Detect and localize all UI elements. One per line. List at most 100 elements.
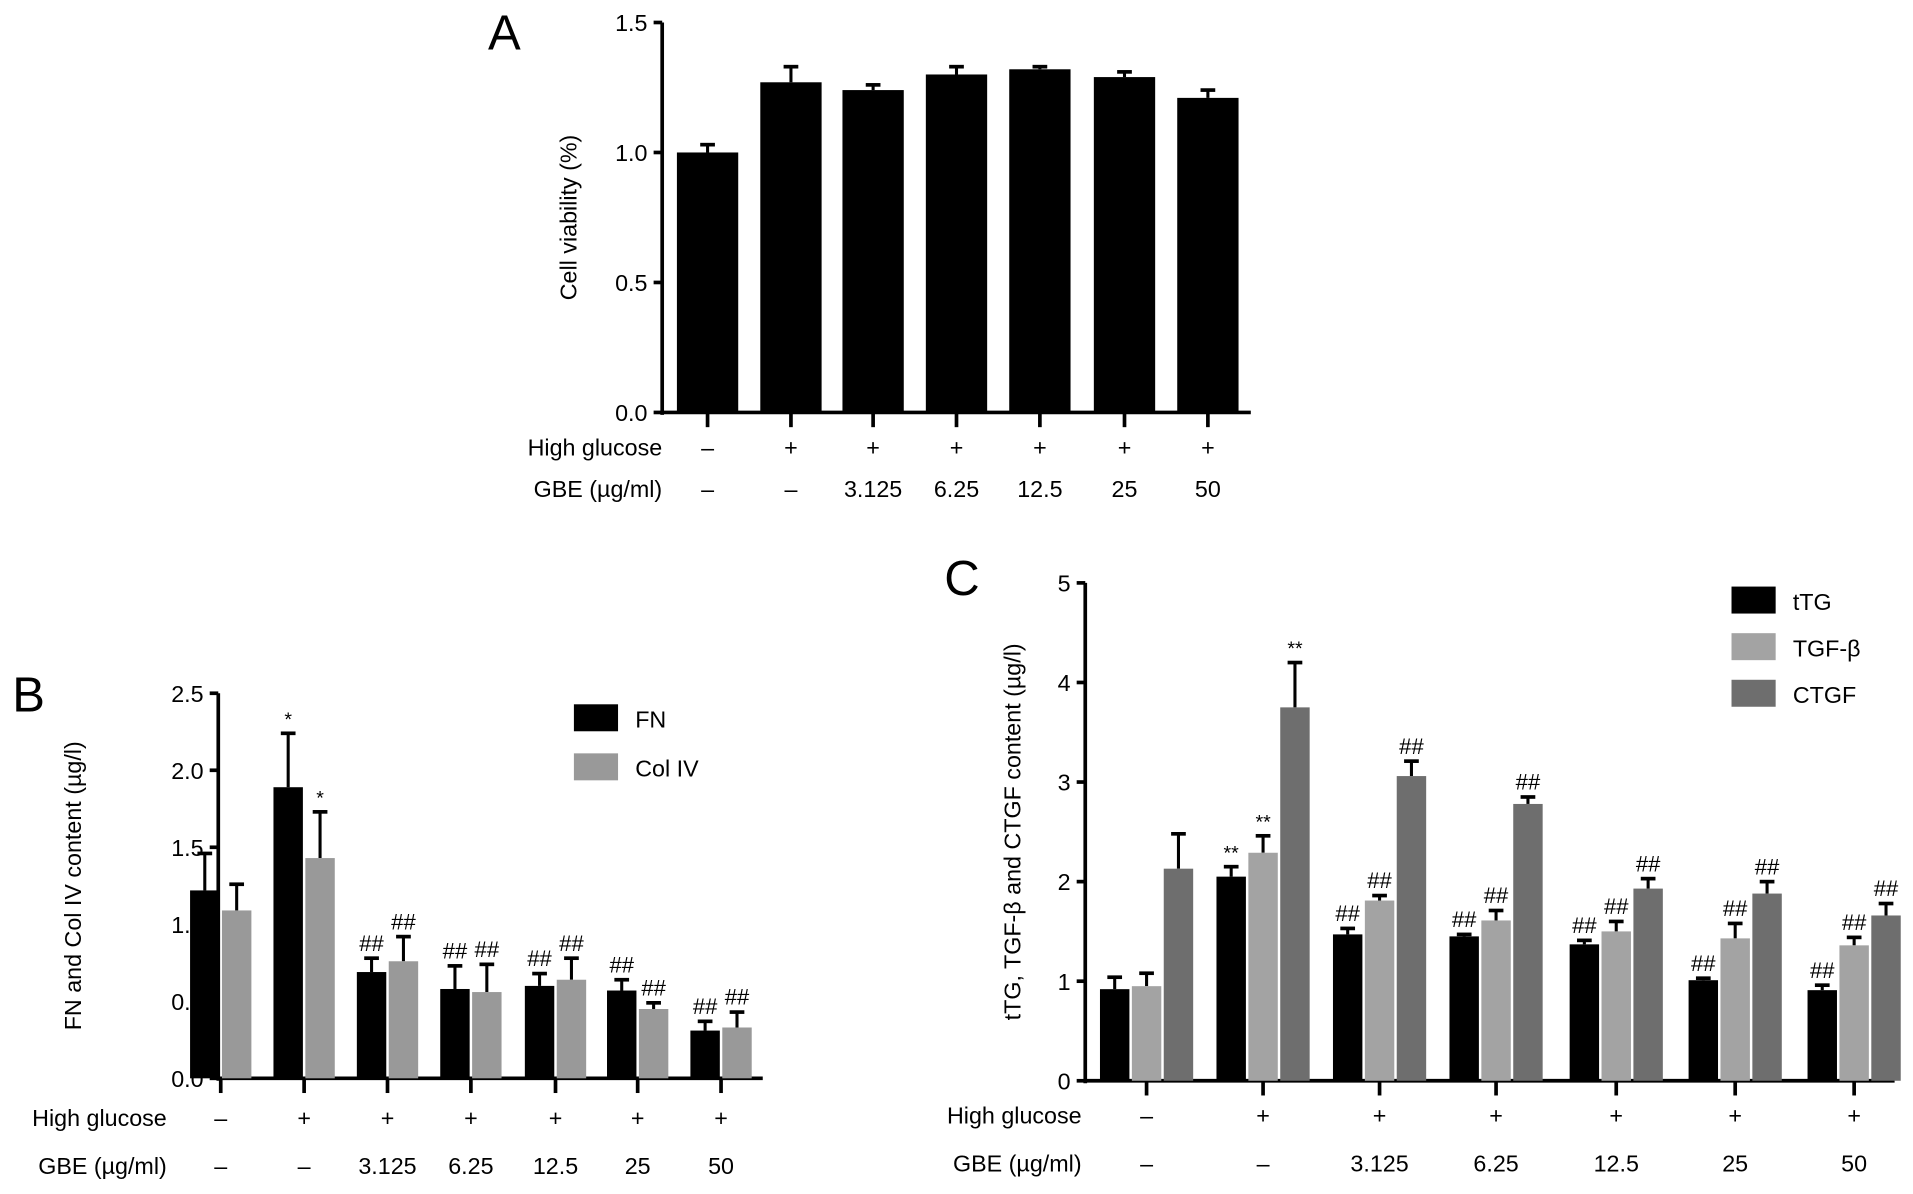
row-value: 12.5 [533,1153,578,1179]
y-tick-label: 5 [1058,570,1071,596]
panel-label: C [944,552,979,606]
bar-col-iv [221,910,252,1079]
row-value: 6.25 [1473,1151,1518,1177]
legend-label: TGF-β [1793,635,1861,661]
y-tick-label: 1 [1058,969,1071,995]
row-value: – [214,1153,227,1179]
row-value: + [1373,1103,1387,1129]
row-value: + [1489,1103,1503,1129]
significance-marker: ## [1723,896,1748,921]
row-value: – [784,476,797,502]
legend-label: CTGF [1793,682,1856,708]
significance-marker: ## [1367,868,1392,893]
bar-col-iv [472,992,502,1079]
y-tick-label: 1.5 [171,835,203,861]
row-value: 3.125 [844,476,902,502]
chart-panel-b: B0.00.51.01.52.02.5FN and Col IV content… [12,669,763,1179]
row-value: – [298,1153,311,1179]
row-value: + [714,1105,728,1131]
bar-tgf- [1364,900,1395,1081]
bar-col-iv [722,1027,752,1079]
significance-marker: * [316,788,324,810]
row-value: 12.5 [1017,476,1062,502]
row-value: 6.25 [448,1153,493,1179]
significance-marker: ## [1874,876,1899,901]
bar-ctgf [1752,893,1782,1081]
bar-cell-viability [1009,69,1071,413]
bar-col-iv [305,858,335,1079]
panel-label: B [12,669,45,723]
row-label: GBE (µg/ml) [953,1151,1082,1177]
bar-ctgf [1396,776,1427,1081]
bar-col-iv [556,979,587,1079]
bar-col-iv [388,961,419,1079]
bar-fn [440,988,470,1079]
legend-label: tTG [1793,589,1832,615]
significance-marker: ## [1755,854,1780,879]
significance-marker: ## [559,931,584,956]
row-value: + [1201,434,1215,460]
row-value: + [1847,1103,1861,1129]
significance-marker: ## [609,952,634,977]
row-value: + [784,434,798,460]
row-value: 50 [708,1153,734,1179]
row-value: 50 [1841,1151,1867,1177]
bar-tgf- [1248,852,1278,1081]
y-axis-label: Cell viability (%) [555,135,581,301]
significance-marker: ## [1636,851,1661,876]
bar-ttg [1807,990,1837,1081]
row-label: High glucose [947,1103,1082,1129]
bar-fn [607,990,637,1079]
significance-marker: ## [359,931,384,956]
bar-ctgf [1871,915,1901,1081]
significance-marker: ## [1842,910,1867,935]
row-value: 50 [1195,476,1221,502]
bar-ctgf [1633,888,1663,1081]
row-value: 3.125 [358,1153,416,1179]
row-value: + [1033,434,1047,460]
significance-marker: ## [1399,734,1424,759]
row-value: 3.125 [1350,1151,1408,1177]
y-tick-label: 0.0 [615,400,647,426]
significance-marker: * [284,709,292,731]
legend-swatch [1731,586,1776,614]
bar-fn [190,890,220,1079]
row-value: + [1118,434,1132,460]
bar-fn [690,1030,720,1079]
bar-cell-viability [1093,77,1156,413]
row-value: 6.25 [934,476,979,502]
significance-marker: ## [1516,770,1541,795]
bar-cell-viability [676,152,739,413]
significance-marker: ## [1810,958,1835,983]
y-tick-label: 0 [1058,1068,1071,1094]
row-label: High glucose [528,434,663,460]
bar-tgf- [1481,920,1511,1081]
significance-marker: ## [527,946,552,971]
significance-marker: ## [1572,913,1597,938]
row-value: + [950,434,964,460]
significance-marker: ** [1224,842,1240,864]
legend-label: Col IV [635,756,699,782]
panel-label: A [488,6,521,60]
bar-ttg [1332,934,1363,1081]
bar-cell-viability [760,82,822,413]
bar-tgf- [1720,938,1750,1081]
bar-col-iv [638,1009,669,1079]
bar-cell-viability [1177,97,1239,413]
bar-ctgf [1280,707,1310,1081]
row-value: 12.5 [1594,1151,1639,1177]
chart-panel-a: A 0.0 0.5 1.0 1.5 Cell viability (%) High gluc… [488,6,1251,502]
bar-cell-viability [925,74,988,413]
bar-ttg [1216,876,1246,1081]
y-tick-label: 0.5 [615,270,647,296]
row-value: + [381,1105,395,1131]
row-value: + [631,1105,645,1131]
significance-marker: ## [1691,951,1716,976]
bar-ttg [1688,980,1719,1081]
bar-ctgf [1163,868,1194,1081]
significance-marker: ## [641,975,666,1000]
bar-ttg [1099,989,1130,1081]
row-value: – [701,476,714,502]
y-tick-label: 1.5 [615,10,647,36]
